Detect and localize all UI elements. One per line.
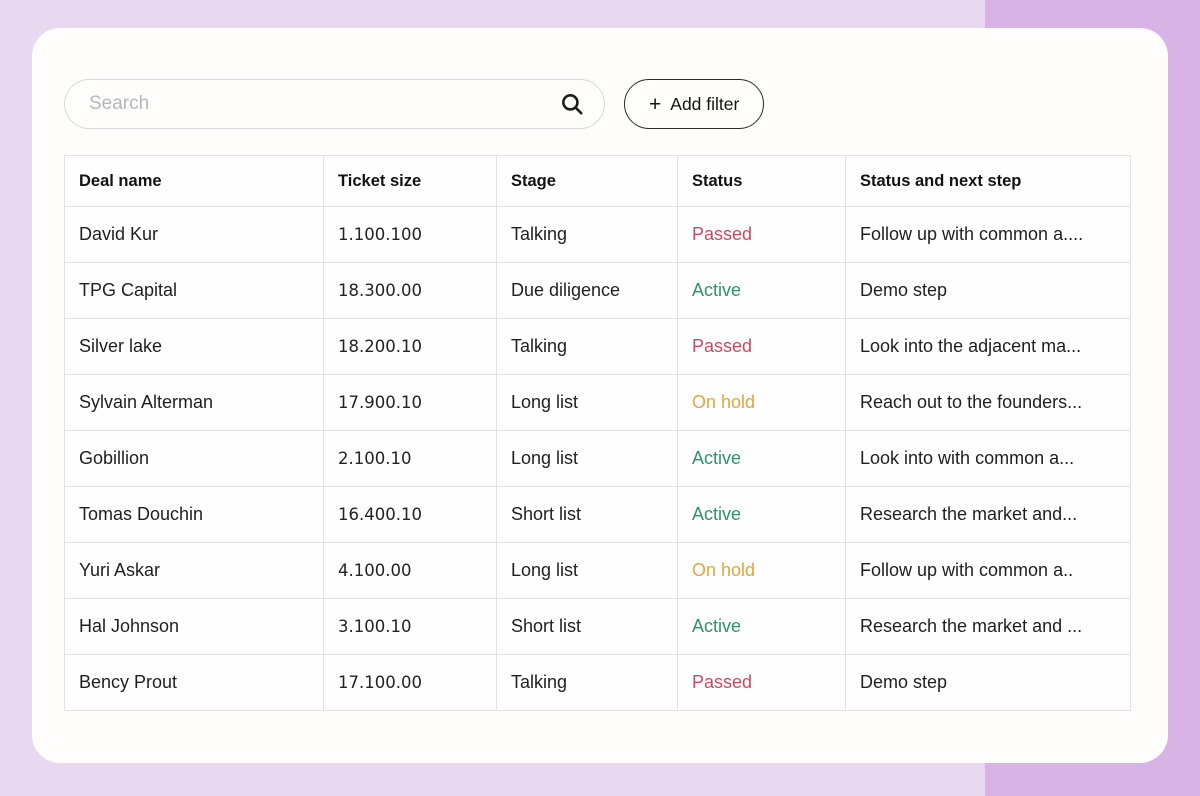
status-cell: Passed — [677, 206, 846, 263]
column-header-next-step: Status and next step — [845, 155, 1131, 207]
table-row[interactable]: TPG Capital 18.300.00 Due diligence Acti… — [64, 262, 1131, 319]
status-cell: On hold — [677, 542, 846, 599]
next-step-cell: Research the market and ... — [845, 598, 1131, 655]
column-header-status: Status — [677, 155, 846, 207]
ticket-size-cell: 3.100.10 — [323, 598, 497, 655]
search-input[interactable] — [89, 93, 558, 115]
deal-name-cell: Silver lake — [64, 318, 324, 375]
table-row[interactable]: David Kur 1.100.100 Talking Passed Follo… — [64, 206, 1131, 263]
next-step-cell: Demo step — [845, 654, 1131, 711]
stage-cell: Talking — [496, 206, 678, 263]
next-step-cell: Research the market and... — [845, 486, 1131, 543]
ticket-size-cell: 17.100.00 — [323, 654, 497, 711]
deal-name-cell: TPG Capital — [64, 262, 324, 319]
next-step-cell: Demo step — [845, 262, 1131, 319]
search-icon[interactable] — [558, 90, 586, 118]
stage-cell: Due diligence — [496, 262, 678, 319]
deal-name-cell: Hal Johnson — [64, 598, 324, 655]
status-cell: On hold — [677, 374, 846, 431]
stage-cell: Long list — [496, 374, 678, 431]
column-header-deal-name: Deal name — [64, 155, 324, 207]
stage-cell: Short list — [496, 486, 678, 543]
next-step-cell: Reach out to the founders... — [845, 374, 1131, 431]
main-card: + Add filter Deal name Ticket size Stage… — [32, 28, 1168, 763]
next-step-cell: Follow up with common a.. — [845, 542, 1131, 599]
deal-name-cell: Bency Prout — [64, 654, 324, 711]
deal-name-cell: Sylvain Alterman — [64, 374, 324, 431]
table-row[interactable]: Gobillion 2.100.10 Long list Active Look… — [64, 430, 1131, 487]
status-cell: Active — [677, 486, 846, 543]
ticket-size-cell: 4.100.00 — [323, 542, 497, 599]
toolbar: + Add filter — [64, 79, 765, 129]
table-row[interactable]: Hal Johnson 3.100.10 Short list Active R… — [64, 598, 1131, 655]
ticket-size-cell: 16.400.10 — [323, 486, 497, 543]
status-cell: Active — [677, 262, 846, 319]
add-filter-button[interactable]: + Add filter — [624, 79, 765, 129]
deal-name-cell: Tomas Douchin — [64, 486, 324, 543]
table-row[interactable]: Silver lake 18.200.10 Talking Passed Loo… — [64, 318, 1131, 375]
add-filter-label: Add filter — [670, 93, 740, 114]
stage-cell: Long list — [496, 542, 678, 599]
stage-cell: Talking — [496, 654, 678, 711]
plus-icon: + — [649, 92, 662, 116]
deal-name-cell: David Kur — [64, 206, 324, 263]
table-header-row: Deal name Ticket size Stage Status Statu… — [64, 155, 1131, 207]
table-row[interactable]: Yuri Askar 4.100.00 Long list On hold Fo… — [64, 542, 1131, 599]
deals-table: Deal name Ticket size Stage Status Statu… — [64, 155, 1131, 711]
table-row[interactable]: Tomas Douchin 16.400.10 Short list Activ… — [64, 486, 1131, 543]
status-cell: Active — [677, 430, 846, 487]
ticket-size-cell: 18.200.10 — [323, 318, 497, 375]
table-row[interactable]: Bency Prout 17.100.00 Talking Passed Dem… — [64, 654, 1131, 711]
ticket-size-cell: 2.100.10 — [323, 430, 497, 487]
status-cell: Active — [677, 598, 846, 655]
column-header-ticket-size: Ticket size — [323, 155, 497, 207]
status-cell: Passed — [677, 654, 846, 711]
next-step-cell: Follow up with common a.... — [845, 206, 1131, 263]
next-step-cell: Look into with common a... — [845, 430, 1131, 487]
stage-cell: Long list — [496, 430, 678, 487]
status-cell: Passed — [677, 318, 846, 375]
column-header-stage: Stage — [496, 155, 678, 207]
table-row[interactable]: Sylvain Alterman 17.900.10 Long list On … — [64, 374, 1131, 431]
next-step-cell: Look into the adjacent ma... — [845, 318, 1131, 375]
ticket-size-cell: 18.300.00 — [323, 262, 497, 319]
deal-name-cell: Gobillion — [64, 430, 324, 487]
ticket-size-cell: 17.900.10 — [323, 374, 497, 431]
stage-cell: Short list — [496, 598, 678, 655]
stage-cell: Talking — [496, 318, 678, 375]
deal-name-cell: Yuri Askar — [64, 542, 324, 599]
ticket-size-cell: 1.100.100 — [323, 206, 497, 263]
search-box[interactable] — [64, 79, 605, 129]
